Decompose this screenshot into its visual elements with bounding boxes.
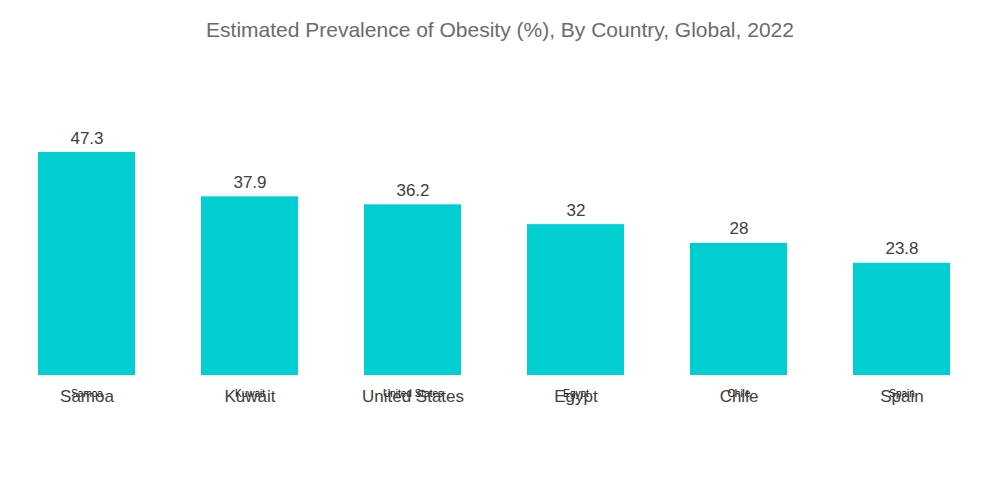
svg-text:Egypt: Egypt <box>554 387 598 406</box>
svg-text:United States: United States <box>362 387 464 406</box>
svg-text:23.8: 23.8 <box>885 239 918 258</box>
svg-text:Samoa: Samoa <box>60 387 114 406</box>
svg-text:37.9: 37.9 <box>233 173 266 192</box>
svg-text:36.2: 36.2 <box>396 181 429 200</box>
svg-text:Kuwait: Kuwait <box>224 387 275 406</box>
svg-text:Chile: Chile <box>720 387 759 406</box>
html-text:Estimated Prevalence of Obesit: Estimated Prevalence of Obesity (%), By … <box>206 18 794 41</box>
svg-text:47.3: 47.3 <box>70 129 103 148</box>
svg-text:Spain: Spain <box>880 387 923 406</box>
svg-text:32: 32 <box>567 201 586 220</box>
svg-text:28: 28 <box>730 219 749 238</box>
